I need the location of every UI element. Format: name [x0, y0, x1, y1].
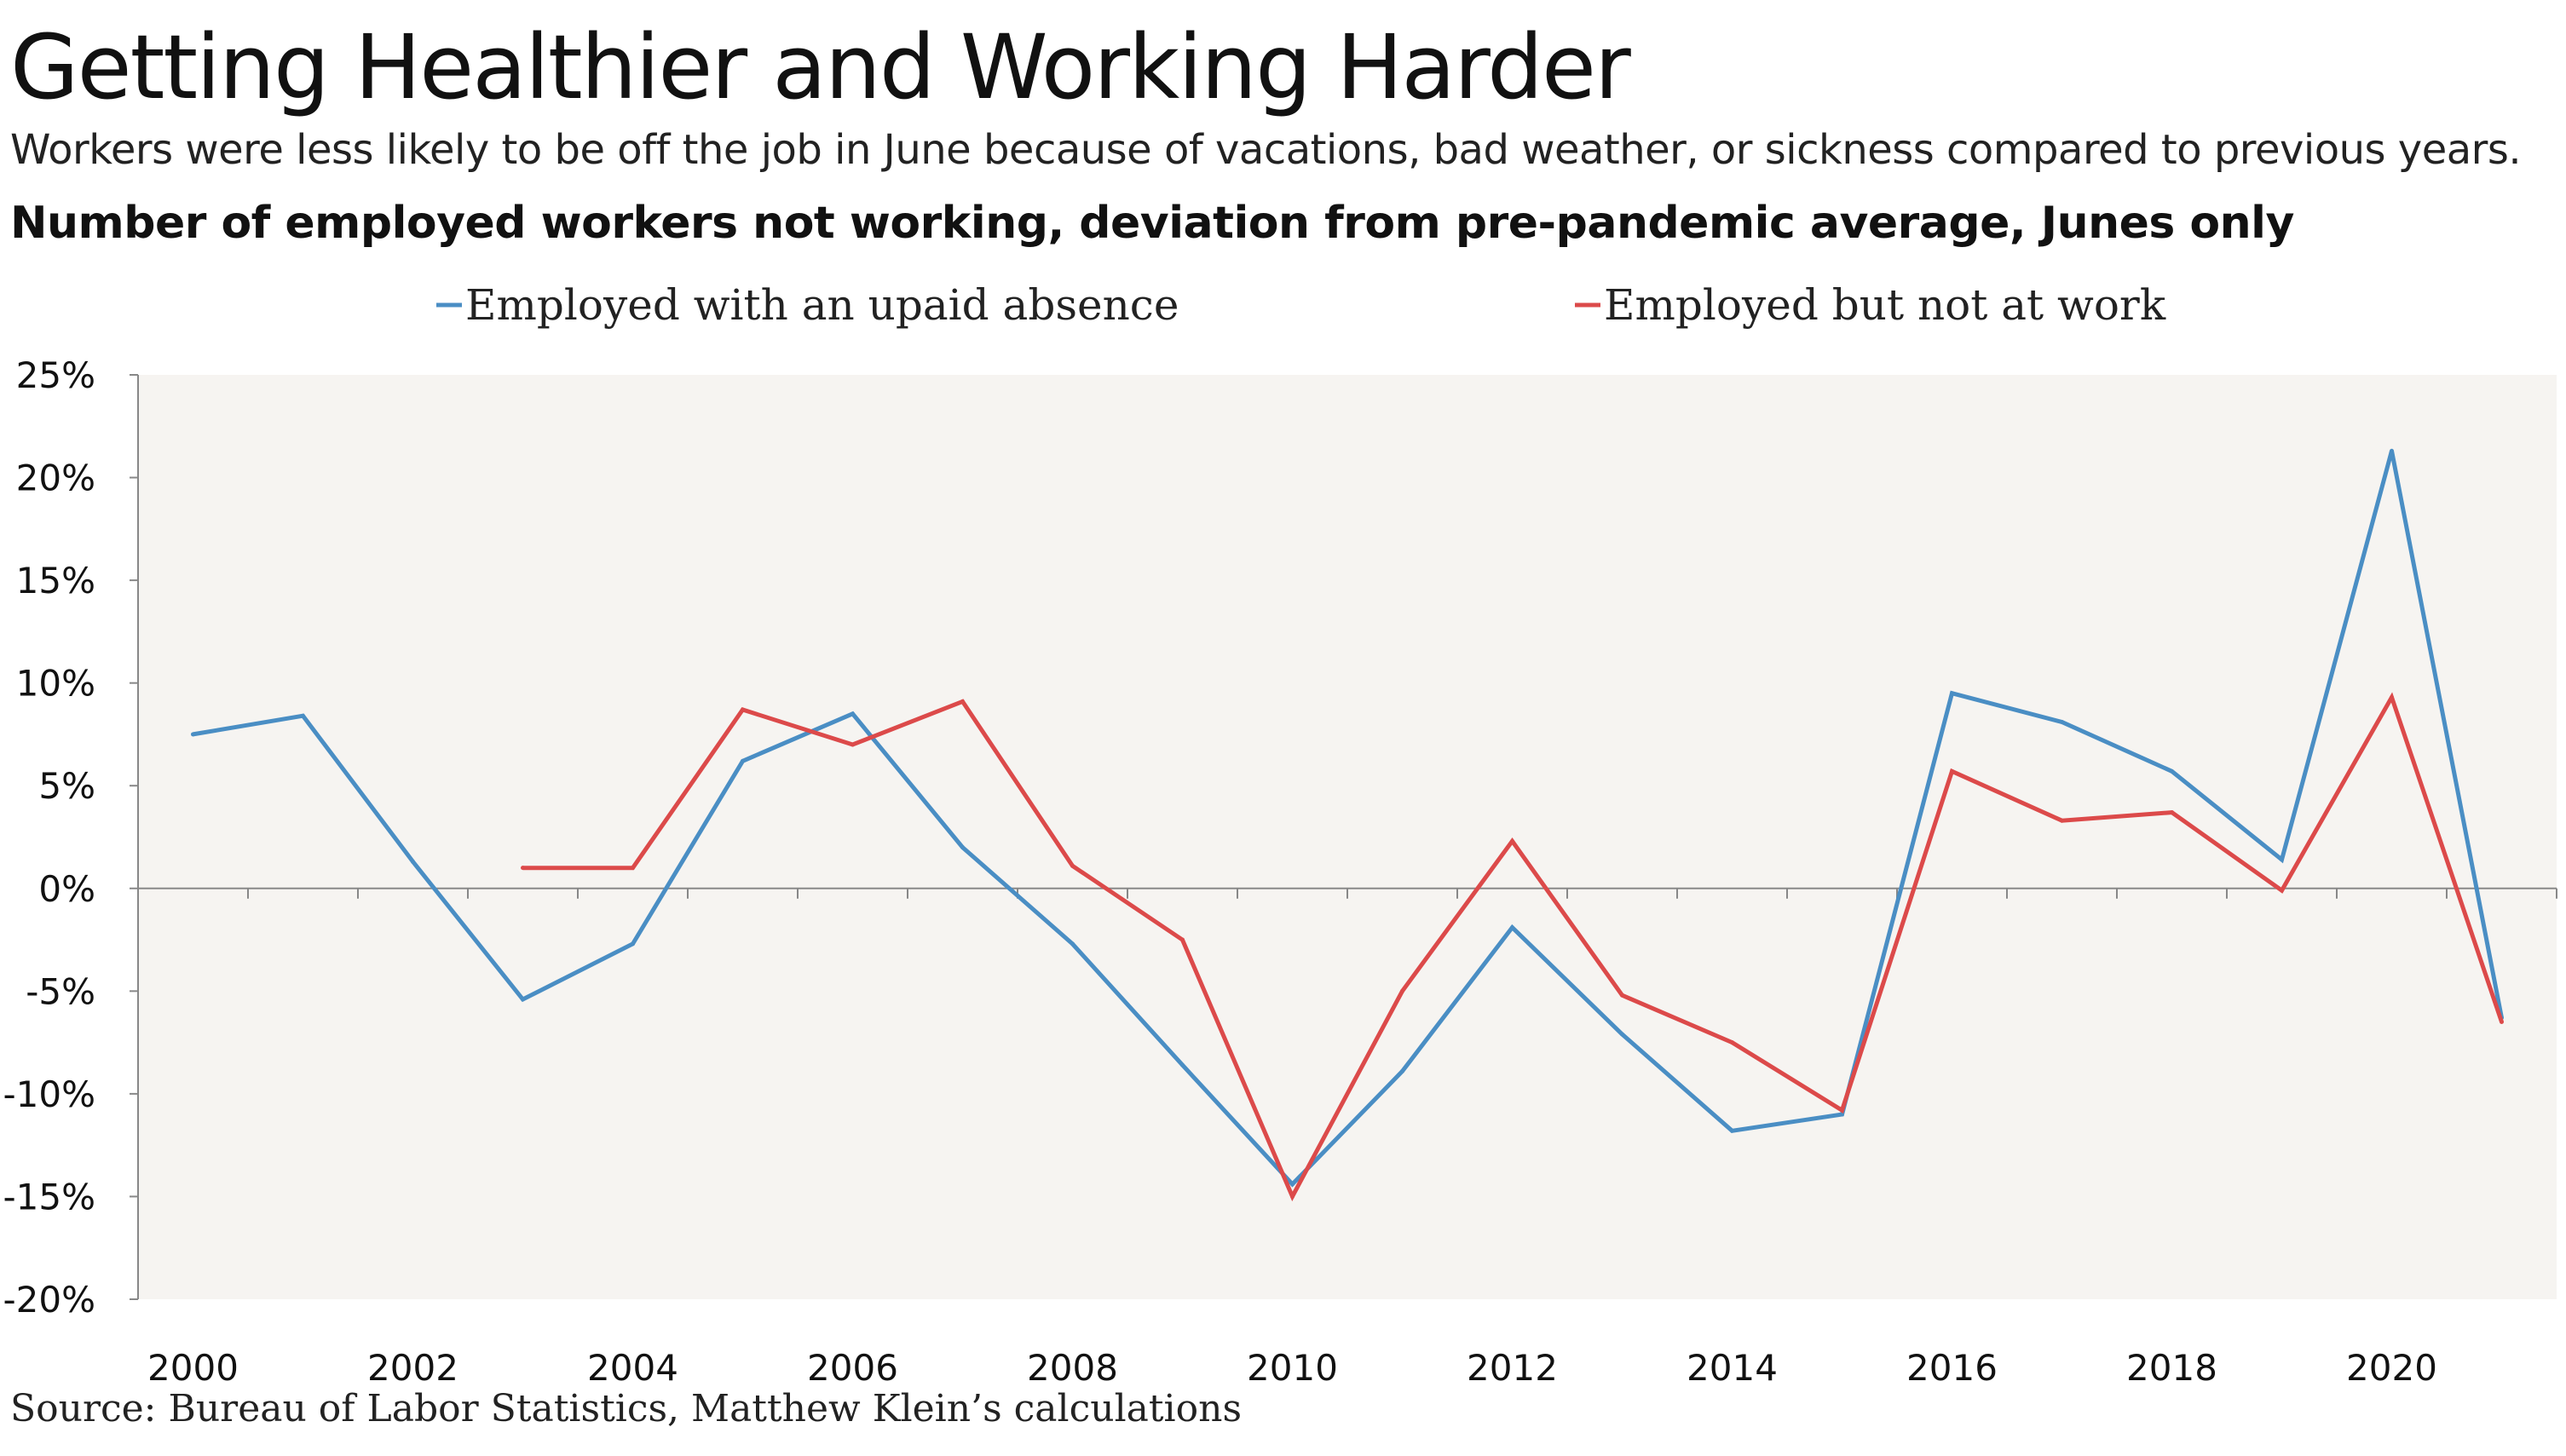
- series-1-point: [411, 859, 415, 864]
- series-1-point: [741, 758, 745, 763]
- y-tick-label: 25%: [16, 354, 95, 396]
- y-tick-label: -20%: [3, 1279, 95, 1321]
- series-2-point: [2060, 818, 2064, 823]
- series-1-point: [851, 711, 855, 716]
- series-1-point: [2060, 719, 2064, 724]
- legend-label: Employed with an upaid absence: [465, 280, 1179, 330]
- series-layer: [191, 448, 2504, 1202]
- legend-item-2: Employed but not at work: [1575, 280, 2166, 330]
- y-tick-label: -15%: [3, 1176, 95, 1217]
- x-tick-label: 2014: [1687, 1347, 1778, 1389]
- series-1-point: [1620, 1032, 1624, 1037]
- y-tick-label: 10%: [16, 663, 95, 705]
- series-1-point: [1510, 925, 1514, 930]
- series-2-point: [851, 742, 855, 747]
- series-1-point: [1950, 691, 1954, 696]
- series-2-point: [1400, 988, 1404, 993]
- series-1-point: [521, 997, 525, 1002]
- series-2-point: [2280, 888, 2284, 893]
- y-tick-label: -5%: [26, 970, 95, 1012]
- y-tick-label: 20%: [16, 458, 95, 499]
- series-2-point: [2170, 810, 2174, 815]
- series-1-point: [1070, 941, 1075, 947]
- x-tick-label: 2018: [2126, 1347, 2217, 1389]
- series-1-point: [1290, 1182, 1295, 1187]
- series-1-point: [960, 845, 965, 850]
- series-2-point: [1510, 838, 1514, 843]
- series-1-point: [2280, 857, 2284, 862]
- series-1-point: [2170, 768, 2174, 774]
- x-tick-label: 2002: [367, 1347, 458, 1389]
- x-tick-label: 2020: [2346, 1347, 2437, 1389]
- series-2-point: [960, 699, 965, 704]
- axes: -20% -15% -10% -5% 0% 5% 10% 15% 20% 25% 2000 2002 2…: [3, 354, 2557, 1389]
- y-tick-label: -10%: [3, 1073, 95, 1115]
- series-line-1: [193, 450, 2504, 1188]
- legend: Employed with an upaid absence Employed b…: [436, 280, 2166, 330]
- series-2-point: [741, 707, 745, 712]
- x-tick-label: 2012: [1467, 1347, 1558, 1389]
- legend-item-1: Employed with an upaid absence: [436, 280, 1179, 330]
- chart-heading: Number of employed workers not working, …: [10, 198, 2294, 249]
- series-1-point: [2390, 448, 2394, 453]
- series-2-point: [521, 866, 525, 871]
- series-2-point: [2500, 1020, 2504, 1024]
- x-tick-label: 2008: [1027, 1347, 1118, 1389]
- series-2-point: [1180, 937, 1185, 942]
- chart-title: Getting Healthier and Working Harder: [10, 15, 1631, 119]
- series-1-point: [1840, 1112, 1844, 1117]
- plot-area: [138, 375, 2557, 1299]
- x-tick-label: 2010: [1247, 1347, 1338, 1389]
- x-tick-label: 2016: [1906, 1347, 1998, 1389]
- series-1-point: [631, 941, 635, 947]
- x-tick-label: 2004: [587, 1347, 678, 1389]
- series-2-point: [1290, 1194, 1295, 1199]
- y-tick-label: 5%: [38, 765, 95, 807]
- chart-subtitle: Workers were less likely to be off the j…: [10, 126, 2522, 174]
- series-1-point: [1400, 1068, 1404, 1073]
- series-2-point: [1730, 1040, 1734, 1045]
- series-2-point: [1840, 1108, 1844, 1113]
- series-1-point: [191, 732, 195, 737]
- series-2-point: [2390, 695, 2394, 700]
- y-tick-label: 15%: [16, 560, 95, 601]
- y-tick-label: 0%: [38, 868, 95, 910]
- source-note: Source: Bureau of Labor Statistics, Matt…: [10, 1387, 1243, 1430]
- legend-label: Employed but not at work: [1604, 280, 2166, 330]
- series-1-point: [1730, 1128, 1734, 1133]
- series-1-point: [301, 713, 305, 718]
- series-1-point: [1180, 1062, 1185, 1068]
- series-2-point: [1070, 863, 1075, 868]
- x-tick-label: 2000: [147, 1347, 239, 1389]
- series-2-point: [1950, 768, 1954, 774]
- x-tick-label: 2006: [807, 1347, 898, 1389]
- series-2-point: [631, 866, 635, 871]
- series-2-point: [1620, 993, 1624, 998]
